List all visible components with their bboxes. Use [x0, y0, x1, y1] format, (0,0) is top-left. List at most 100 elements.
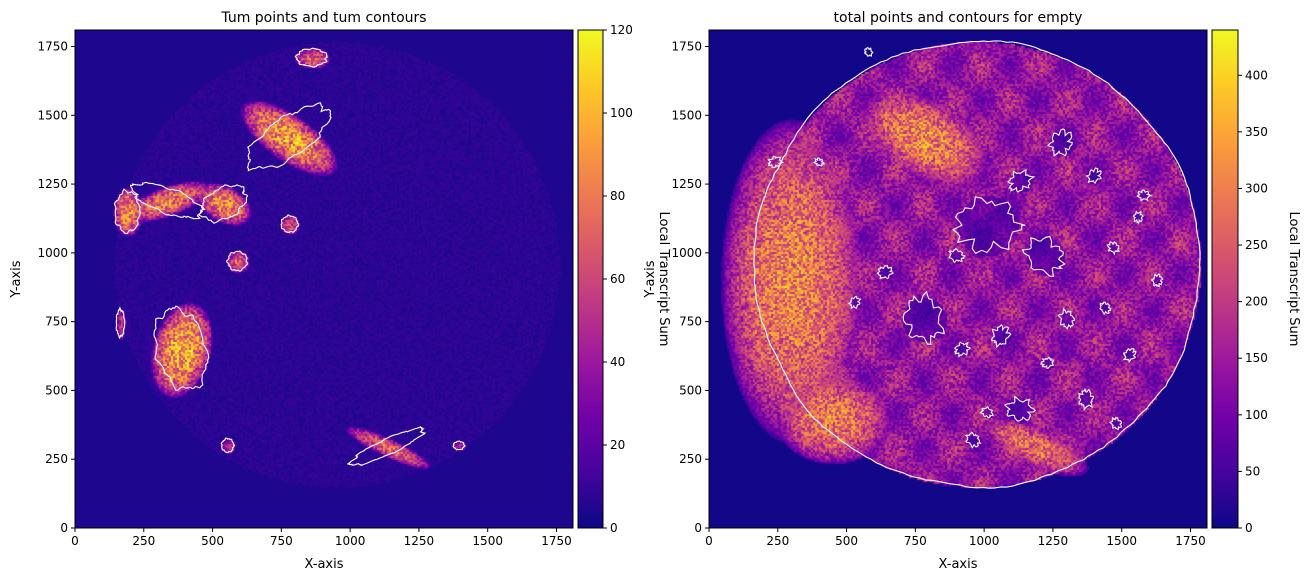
- contour-tum-region-upper: [246, 102, 332, 172]
- contour-empty-patch: [951, 196, 1026, 254]
- colorbar-tick-label: 20: [610, 438, 625, 452]
- y-tick-label: 1750: [671, 40, 702, 54]
- contour-empty-patch: [1109, 416, 1123, 431]
- y-tick-label: 1750: [37, 40, 68, 54]
- contour-empty-patch: [1106, 241, 1121, 256]
- contour-empty-patch: [876, 264, 894, 280]
- contour-empty-patch: [1122, 347, 1137, 364]
- contour-empty-patch: [902, 290, 945, 345]
- chart-title: total points and contours for empty: [834, 10, 1083, 26]
- contour-tum-region-left-arm: [113, 188, 141, 235]
- x-tick-label: 1750: [1175, 534, 1206, 548]
- contour-tum-region-small-3: [220, 437, 236, 454]
- y-tick-label: 500: [679, 383, 702, 397]
- colorbar-tick-label: 100: [1245, 408, 1268, 422]
- colorbar-tick-label: 0: [1245, 521, 1253, 535]
- y-tick-label: 1500: [37, 108, 68, 122]
- colorbar-tick-label: 100: [610, 106, 633, 120]
- y-tick-label: 0: [694, 521, 702, 535]
- contour-empty-patch: [847, 295, 862, 310]
- colorbar-axis: 0 20 40 60 80 100 120: [603, 23, 633, 535]
- contour-empty-patch: [1047, 128, 1073, 157]
- contour-empty-patch: [964, 431, 982, 449]
- y-tick-label: 1000: [671, 246, 702, 260]
- x-axis: 0 250 500 750 1000 1250 1500 1750: [71, 528, 572, 548]
- contour-empty-patch: [864, 47, 874, 57]
- contour-empty-patch: [979, 405, 994, 419]
- contour-tum-region-left-oval: [153, 305, 210, 391]
- colorbar: [578, 30, 603, 528]
- contour-empty-patch: [1057, 307, 1076, 330]
- y-tick-label: 1000: [37, 246, 68, 260]
- x-tick-label: 750: [270, 534, 293, 548]
- x-tick-label: 500: [201, 534, 224, 548]
- contour-empty-patch: [1078, 388, 1094, 411]
- y-axis: 0 250 500 750 1000 1250 1500 1750: [671, 40, 709, 535]
- contour-empty-patch: [1151, 273, 1164, 288]
- y-tick-label: 1500: [671, 108, 702, 122]
- colorbar-tick-label: 150: [1245, 351, 1268, 365]
- x-tick-label: 500: [835, 534, 858, 548]
- contour-tum-region-bridge: [130, 181, 206, 220]
- contour-layer: [113, 47, 467, 467]
- contour-empty-patch: [1133, 210, 1144, 225]
- colorbar-tick-label: 300: [1245, 181, 1268, 195]
- colorbar-tick-label: 40: [610, 355, 625, 369]
- contour-empty-patch: [1085, 167, 1103, 185]
- y-tick-label: 750: [45, 315, 68, 329]
- colorbar-tick-label: 0: [610, 521, 618, 535]
- colorbar-tick-label: 250: [1245, 238, 1268, 252]
- x-tick-label: 250: [766, 534, 789, 548]
- y-tick-label: 1250: [37, 177, 68, 191]
- y-tick-label: 0: [60, 521, 68, 535]
- colorbar-tick-label: 400: [1245, 68, 1268, 82]
- contour-empty-patch: [1040, 356, 1055, 370]
- x-axis-label: X-axis: [939, 557, 978, 572]
- x-tick-label: 750: [904, 534, 927, 548]
- x-axis-label: X-axis: [305, 557, 344, 572]
- contour-empty-patch: [1136, 189, 1153, 202]
- contour-empty-patch: [990, 324, 1012, 349]
- contour-layer: [753, 40, 1201, 489]
- plot-frame: [708, 29, 1208, 529]
- contour-tum-region-lower-right: [347, 426, 427, 467]
- colorbar-tick-label: 120: [610, 23, 633, 37]
- x-tick-label: 1000: [335, 534, 366, 548]
- colorbar-tick-label: 80: [610, 189, 625, 203]
- colorbar: [1212, 30, 1238, 528]
- contour-empty-patch: [1099, 301, 1112, 315]
- x-axis: 0 250 500 750 1000 1250 1500 1750: [705, 528, 1206, 548]
- x-tick-label: 1250: [404, 534, 435, 548]
- y-tick-label: 500: [45, 383, 68, 397]
- x-tick-label: 1500: [1106, 534, 1137, 548]
- x-tick-label: 1000: [969, 534, 1000, 548]
- contour-tum-region-mid: [198, 184, 249, 224]
- contour-tissue-outline: [753, 40, 1201, 489]
- colorbar-label: Local Transcript Sum: [656, 212, 671, 347]
- contour-tum-region-top: [294, 47, 329, 68]
- y-tick-label: 250: [45, 452, 68, 466]
- colorbar-tick-label: 350: [1245, 125, 1268, 139]
- colorbar-tick-label: 50: [1245, 464, 1260, 478]
- contour-tum-region-left-edge: [115, 306, 126, 340]
- contour-empty-patch: [767, 155, 785, 169]
- colorbar-label: Local Transcript Sum: [1286, 212, 1301, 347]
- contour-empty-patch: [948, 247, 966, 264]
- x-tick-label: 1750: [541, 534, 572, 548]
- contour-empty-patch: [954, 341, 971, 358]
- contour-empty-patch: [1007, 168, 1036, 193]
- y-tick-label: 250: [679, 452, 702, 466]
- panel-total: total points and contours for empty 0 250…: [643, 10, 1301, 572]
- colorbar-tick-label: 60: [610, 272, 625, 286]
- x-tick-label: 0: [71, 534, 79, 548]
- colorbar-tick-label: 200: [1245, 295, 1268, 309]
- contour-tum-region-small-2: [226, 250, 249, 272]
- colorbar-axis: 0 50 100 150 200 250 300 350 400: [1238, 68, 1268, 535]
- x-tick-label: 250: [132, 534, 155, 548]
- contour-tum-region-small-1: [280, 214, 300, 233]
- y-axis-label: Y-axis: [9, 260, 24, 298]
- heatmap-image: [75, 30, 573, 528]
- y-tick-label: 1250: [671, 177, 702, 191]
- heatmap-image: [709, 30, 1207, 528]
